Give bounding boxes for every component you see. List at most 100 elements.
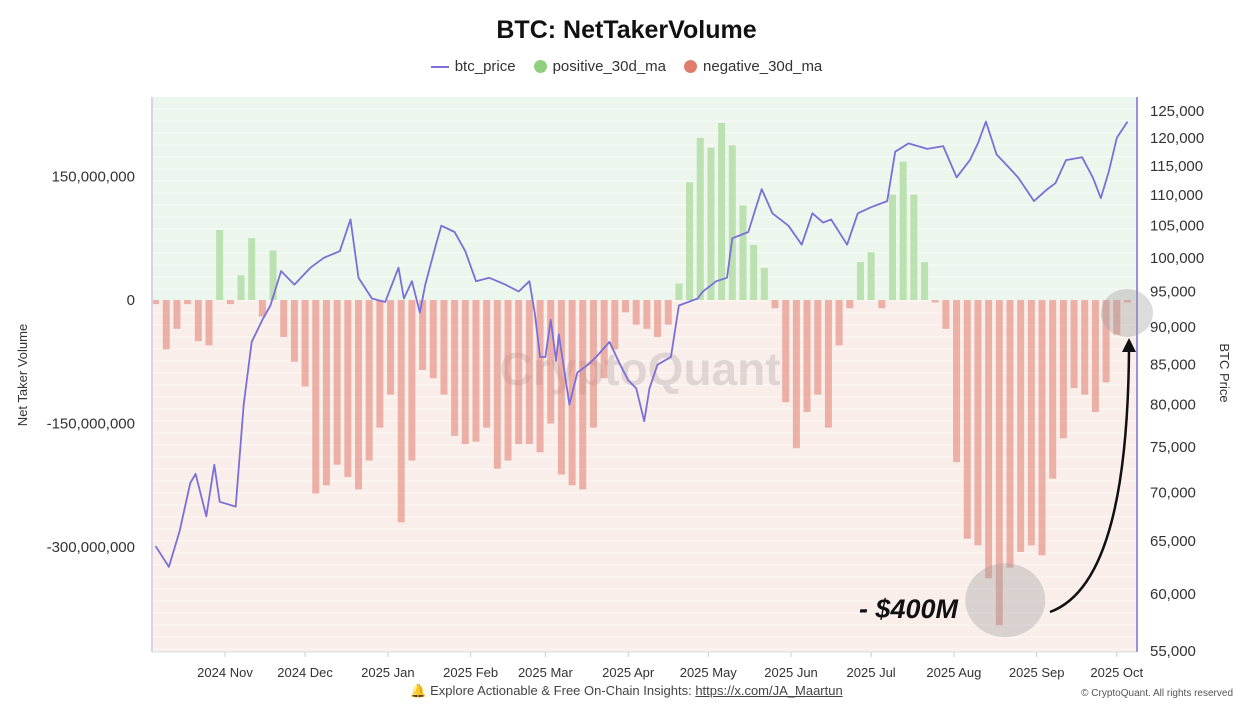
footer-link[interactable]: https://x.com/JA_Maartun [695,683,843,698]
positive-bar [248,238,256,300]
arrow-path [1049,349,1131,614]
left-tick-label: -300,000,000 [47,539,135,556]
legend-item-positive[interactable]: positive_30d_ma [533,58,667,75]
negative-bar [280,300,288,338]
negative-bar [162,300,170,350]
legend-label: positive_30d_ma [552,58,667,75]
x-tick-label: 2025 Aug [926,665,981,680]
negative-bar [974,300,982,546]
footer-text: Explore Actionable & Free On-Chain Insig… [430,683,692,698]
x-tick-label: 2025 Jun [764,665,818,680]
negative-bar [184,300,192,305]
negative-bar [803,300,811,412]
negative-bar [963,300,971,539]
right-tick-label: 125,000 [1150,103,1204,120]
negative-bar [1091,300,1099,412]
negative-bar [493,300,501,469]
right-tick-label: 110,000 [1150,187,1203,204]
negative-bar [525,300,533,445]
positive-bar [718,122,726,300]
right-tick-label: 100,000 [1150,250,1204,267]
negative-bar [205,300,213,346]
negative-bar [600,300,608,379]
negative-bar [1017,300,1025,552]
positive-bar [889,194,896,300]
negative-bar [1113,300,1121,335]
negative-bar [654,300,662,338]
right-tick-label: 65,000 [1150,533,1196,550]
negative-bar [792,300,800,449]
negative-bar [451,300,459,436]
positive-bar [707,147,715,300]
positive-bar [867,252,875,300]
x-tick-label: 2025 Apr [602,665,655,680]
legend-label: negative_30d_ma [703,58,823,75]
btc-price-line [154,120,1129,568]
negative-bar [824,300,832,428]
x-tick-label: 2025 Feb [443,665,498,680]
x-tick-label: 2024 Nov [197,665,253,680]
negative-bar [419,300,427,370]
dot-marker-icon [533,60,547,73]
positive-bar [856,262,864,300]
negative-bar [344,300,352,478]
positive-bar [739,205,747,300]
positive-bar [921,262,929,300]
negative-bar [1059,300,1067,439]
bell-icon: 🔔 [410,683,427,698]
left-tick-label: 0 [127,292,135,309]
positive-bar [910,194,918,300]
x-tick-label: 2025 May [680,665,738,680]
x-tick-label: 2025 Sep [1009,665,1065,680]
chart-title: BTC: NetTakerVolume [496,16,757,44]
annotation-label: - $400M [859,594,959,624]
negative-bar [472,300,480,442]
line-marker-icon [430,65,449,68]
negative-bar [579,300,587,490]
left-axis-title: Net Taker Volume [15,324,30,426]
negative-bar [846,300,854,309]
highlight-circle [965,563,1046,638]
negative-bar [1006,300,1014,568]
negative-bar [942,300,950,329]
right-tick-label: 105,000 [1150,218,1204,235]
positive-bar [269,250,277,300]
negative-bar [931,300,939,303]
negative-bar [771,300,779,309]
negative-bar [312,300,320,494]
negative-bar [953,300,961,463]
positive-bar [696,137,704,300]
negative-bar [333,300,341,465]
positive-bar [686,182,694,300]
legend-item-negative[interactable]: negative_30d_ma [684,58,822,75]
right-tick-label: 80,000 [1150,397,1196,414]
negative-bar [152,300,160,305]
left-tick-label: 150,000,000 [52,169,135,186]
right-tick-label: 85,000 [1150,357,1196,374]
negative-bar [290,300,298,362]
legend: btc_price positive_30d_ma negative_30d_m… [0,58,1253,75]
negative-bar [1038,300,1046,556]
negative-bar [194,300,202,342]
negative-bar [173,300,181,329]
negative-bar [835,300,843,346]
positive-bar [728,145,736,300]
arrow-head-icon [1122,338,1136,352]
right-tick-label: 90,000 [1150,319,1196,336]
x-tick-label: 2025 Mar [518,665,574,680]
negative-bar [985,300,993,579]
positive-bar [675,283,683,300]
negative-bar [461,300,469,445]
positive-bar [899,161,907,300]
negative-bar [611,300,619,350]
negative-bar [782,300,790,403]
negative-bar [397,300,405,523]
highlight-circle [1101,289,1153,337]
right-tick-label: 115,000 [1150,158,1203,175]
x-tick-label: 2025 Jul [847,665,896,680]
negative-bar [504,300,512,461]
negative-bar [365,300,373,461]
negative-bar [536,300,544,453]
legend-item-btc-price[interactable]: btc_price [430,58,516,75]
